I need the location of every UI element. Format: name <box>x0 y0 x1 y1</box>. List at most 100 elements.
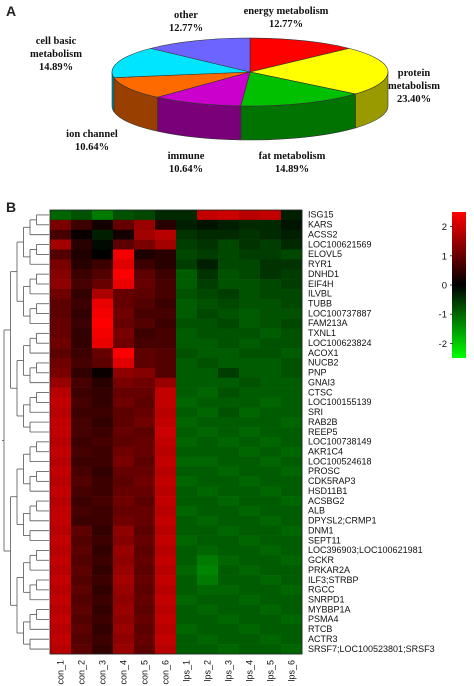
heat-cell-6-7 <box>197 269 219 280</box>
heat-cell-17-1 <box>71 377 93 388</box>
heat-cell-2-2 <box>92 229 114 240</box>
heat-cell-24-7 <box>197 446 219 457</box>
heat-cell-16-11 <box>281 367 303 379</box>
heat-cell-44-4 <box>134 644 156 655</box>
heat-cell-43-0 <box>50 634 72 645</box>
heat-cell-24-11 <box>281 446 303 457</box>
gene-label: ILF3;STRBP <box>308 575 359 585</box>
heat-cell-43-5 <box>155 634 177 645</box>
heat-cell-44-11 <box>281 644 303 655</box>
heat-cell-24-10 <box>260 446 282 457</box>
heat-cell-26-1 <box>71 466 93 477</box>
heat-cell-15-9 <box>239 358 261 369</box>
heat-cell-43-10 <box>260 634 282 645</box>
heat-cell-27-4 <box>134 476 156 487</box>
heat-cell-22-8 <box>218 427 240 438</box>
heat-cell-22-9 <box>239 427 261 438</box>
heat-cell-15-4 <box>134 358 156 369</box>
heat-cell-33-8 <box>218 535 240 546</box>
heat-cell-2-6 <box>176 229 198 240</box>
heat-cell-32-6 <box>176 525 198 536</box>
heat-cell-25-7 <box>197 456 219 467</box>
heat-cell-21-7 <box>197 417 219 428</box>
heat-cell-36-8 <box>218 565 240 576</box>
heat-cell-11-7 <box>197 318 219 329</box>
heat-cell-14-7 <box>197 348 219 359</box>
heat-cell-21-2 <box>92 417 114 428</box>
heat-cell-7-6 <box>176 279 198 290</box>
heat-cell-44-7 <box>197 644 219 655</box>
heat-cell-23-8 <box>218 436 240 448</box>
heat-cell-19-5 <box>155 397 177 408</box>
heat-cell-12-4 <box>134 328 156 339</box>
heat-cell-33-9 <box>239 535 261 546</box>
heat-cell-38-5 <box>155 584 177 596</box>
heat-cell-32-4 <box>134 525 156 536</box>
heat-cell-2-1 <box>71 229 93 240</box>
heat-cell-20-3 <box>113 407 135 418</box>
heat-cell-29-5 <box>155 496 177 507</box>
heat-cell-28-4 <box>134 486 156 497</box>
heat-cell-43-7 <box>197 634 219 645</box>
heat-cell-24-5 <box>155 446 177 457</box>
heat-cell-37-6 <box>176 575 198 586</box>
heat-cell-30-3 <box>113 506 135 517</box>
heat-cell-35-8 <box>218 555 240 566</box>
heat-cell-36-1 <box>71 565 93 576</box>
heat-cell-35-4 <box>134 555 156 566</box>
heat-cell-31-0 <box>50 515 72 527</box>
heat-cell-14-2 <box>92 348 114 359</box>
heat-cell-28-3 <box>113 486 135 497</box>
heat-cell-29-8 <box>218 496 240 507</box>
gene-label: LOC100737887 <box>308 308 372 318</box>
heat-cell-29-11 <box>281 496 303 507</box>
heat-cell-8-0 <box>50 288 72 300</box>
heat-cell-39-6 <box>176 594 198 605</box>
heat-cell-23-5 <box>155 436 177 448</box>
heat-cell-20-0 <box>50 407 72 418</box>
heat-cell-40-7 <box>197 604 219 615</box>
heat-cell-34-9 <box>239 545 261 556</box>
heat-cell-6-9 <box>239 269 261 280</box>
heat-cell-7-1 <box>71 279 93 290</box>
gene-label: LOC100621569 <box>308 239 372 249</box>
heat-cell-22-10 <box>260 427 282 438</box>
heat-cell-19-3 <box>113 397 135 408</box>
heat-cell-21-10 <box>260 417 282 428</box>
heat-cell-30-5 <box>155 506 177 517</box>
heat-cell-8-4 <box>134 288 156 300</box>
heat-cell-44-9 <box>239 644 261 655</box>
heat-cell-3-9 <box>239 239 261 250</box>
heat-cell-10-11 <box>281 308 303 319</box>
heat-cell-41-1 <box>71 614 93 625</box>
gene-label: ACSBG2 <box>308 496 345 506</box>
sample-label: lps_6 <box>287 660 297 682</box>
heat-cell-22-0 <box>50 427 72 438</box>
heat-cell-26-3 <box>113 466 135 477</box>
heat-cell-36-0 <box>50 565 72 576</box>
heat-cell-2-8 <box>218 229 240 240</box>
heat-cell-2-3 <box>113 229 135 240</box>
heat-cell-5-6 <box>176 259 198 270</box>
heat-cell-21-5 <box>155 417 177 428</box>
heat-cell-24-6 <box>176 446 198 457</box>
heat-cell-10-9 <box>239 308 261 319</box>
heat-cell-40-5 <box>155 604 177 615</box>
sample-label: con_1 <box>56 660 66 685</box>
gene-label: LOC100623824 <box>308 338 372 348</box>
heat-cell-0-3 <box>113 210 135 221</box>
heat-cell-38-6 <box>176 584 198 596</box>
pie-label-1: protein metabolism 23.40% <box>388 68 440 105</box>
sample-label: con_6 <box>161 660 171 685</box>
heat-cell-42-11 <box>281 624 303 635</box>
heat-cell-16-4 <box>134 367 156 379</box>
heat-cell-3-10 <box>260 239 282 250</box>
heat-cell-19-9 <box>239 397 261 408</box>
heat-cell-9-9 <box>239 298 261 309</box>
heat-cell-10-3 <box>113 308 135 319</box>
heat-cell-35-6 <box>176 555 198 566</box>
heat-cell-31-10 <box>260 515 282 527</box>
heat-cell-20-9 <box>239 407 261 418</box>
heat-cell-4-11 <box>281 249 303 260</box>
heat-cell-13-11 <box>281 338 303 349</box>
